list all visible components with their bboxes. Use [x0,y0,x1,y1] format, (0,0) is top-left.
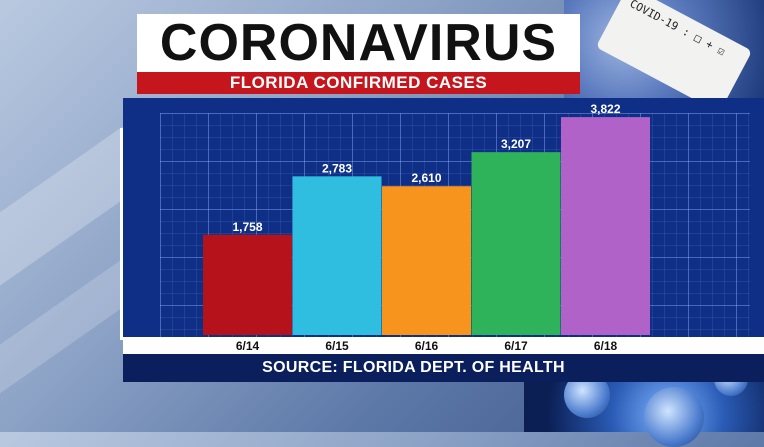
bar-chart: 1,758 6/14 2,783 6/15 2,610 6/16 3,207 6/17 3,82… [203,102,650,353]
x-axis-band [123,337,764,354]
title-box: CORONAVIRUS [137,14,580,72]
test-tube-photo: COVID-19 : □ + ☑ [564,0,764,113]
source-bar: SOURCE: FLORIDA DEPT. OF HEALTH [123,354,764,382]
panel-left-rule [120,128,123,340]
bar-6-18 [561,117,650,335]
bar-value-label: 3,822 [590,102,620,116]
bar-value-label: 1,758 [232,220,262,234]
bar-6-16 [382,186,471,335]
x-tick-label: 6/14 [236,339,260,353]
bar-6-15 [292,176,382,335]
bar-6-17 [471,152,561,335]
bar-value-label: 2,610 [411,171,441,185]
subtitle-banner: FLORIDA CONFIRMED CASES [137,72,580,94]
source-text: SOURCE: FLORIDA DEPT. OF HEALTH [262,359,565,376]
x-tick-label: 6/17 [504,339,528,353]
x-tick-label: 6/16 [415,339,439,353]
bar-6-14 [203,234,292,335]
bar-value-label: 2,783 [322,161,352,175]
x-tick-label: 6/15 [325,339,349,353]
bar-value-label: 3,207 [501,137,531,151]
page-subtitle: FLORIDA CONFIRMED CASES [229,73,488,92]
page-title: CORONAVIRUS [159,14,558,72]
x-tick-label: 6/18 [594,339,618,353]
